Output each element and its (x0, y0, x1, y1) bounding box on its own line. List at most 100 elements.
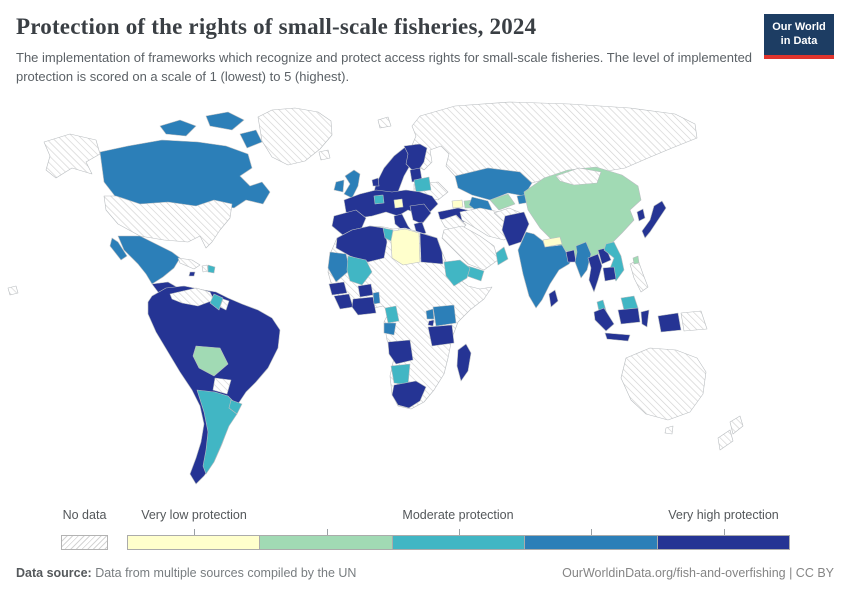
country-south-africa[interactable] (391, 380, 427, 409)
legend-label-very-high: Very high protection (668, 508, 779, 522)
country-ireland[interactable] (333, 179, 345, 193)
country-ethiopia[interactable] (443, 259, 471, 287)
country-oman[interactable] (495, 246, 509, 266)
country-denmark[interactable] (371, 177, 380, 187)
map-legend: No data Very low protection Moderate pro… (0, 508, 850, 554)
country-indonesia-java[interactable] (604, 332, 631, 342)
country-egypt[interactable] (419, 232, 444, 265)
country-iceland[interactable] (318, 149, 331, 161)
country-tasmania[interactable] (664, 425, 674, 435)
country-papua-new-guinea[interactable] (680, 310, 708, 332)
country-sri-lanka[interactable] (548, 289, 559, 308)
world-map (0, 100, 850, 502)
country-kazakhstan[interactable] (454, 167, 533, 201)
country-svalbard[interactable] (377, 116, 392, 129)
country-malaysia-borneo[interactable] (620, 295, 639, 311)
country-senegal[interactable] (328, 281, 348, 296)
country-uruguay[interactable] (228, 399, 243, 415)
country-libya[interactable] (390, 228, 421, 266)
country-burkina-faso[interactable] (357, 283, 374, 298)
country-new-zealand-south[interactable] (717, 429, 734, 451)
country-canada-arctic-island[interactable] (205, 111, 245, 131)
country-mexico[interactable] (117, 235, 181, 285)
country-canada-arctic-island[interactable] (239, 129, 263, 149)
legend-no-data-swatch[interactable] (61, 535, 108, 550)
footer-link[interactable]: OurWorldinData.org/fish-and-overfishing … (562, 566, 834, 580)
owid-logo[interactable]: Our World in Data (764, 14, 834, 59)
country-south-korea[interactable] (636, 208, 646, 222)
country-ivory-coast-ghana[interactable] (351, 296, 377, 316)
country-dominican-republic[interactable] (207, 264, 216, 274)
country-hawaii[interactable] (7, 285, 19, 296)
country-uzbekistan[interactable] (489, 193, 516, 211)
country-cambodia[interactable] (602, 266, 617, 282)
country-thailand[interactable] (587, 253, 603, 293)
country-bosnia[interactable] (393, 198, 404, 209)
country-venezuela[interactable] (169, 287, 215, 307)
country-belarus[interactable] (413, 176, 432, 193)
country-philippines[interactable] (629, 259, 649, 293)
country-guyana[interactable] (209, 293, 224, 311)
country-argentina[interactable] (196, 389, 238, 475)
country-rwanda[interactable] (427, 319, 435, 327)
country-cuba[interactable] (177, 257, 201, 270)
country-pakistan[interactable] (501, 211, 530, 247)
country-gabon[interactable] (383, 322, 397, 336)
page-title: Protection of the rights of small-scale … (16, 14, 537, 39)
legend-segment-3[interactable] (391, 535, 526, 550)
country-cameroon[interactable] (384, 305, 400, 324)
country-jamaica[interactable] (188, 271, 196, 277)
country-indonesia-sumatra[interactable] (593, 307, 615, 332)
country-greenland[interactable] (257, 107, 333, 166)
country-switzerland[interactable] (373, 194, 385, 205)
legend-label-very-low: Very low protection (141, 508, 247, 522)
country-indonesia-sulawesi[interactable] (640, 309, 650, 328)
country-benin[interactable] (372, 291, 381, 305)
country-alaska[interactable] (43, 133, 101, 179)
country-morocco-algeria[interactable] (335, 225, 388, 263)
country-indonesia-papua[interactable] (657, 312, 682, 333)
country-kenya[interactable] (432, 304, 457, 327)
legend-segment-1[interactable] (127, 535, 261, 550)
country-suriname[interactable] (219, 298, 230, 311)
country-canada-arctic-island[interactable] (159, 119, 197, 137)
country-mexico-baja[interactable] (109, 237, 128, 261)
country-uganda[interactable] (425, 308, 435, 320)
country-nepal[interactable] (542, 236, 563, 248)
country-bolivia[interactable] (192, 345, 229, 377)
region-balkans[interactable] (409, 203, 432, 225)
country-united-kingdom[interactable] (343, 169, 361, 199)
country-indonesia-borneo[interactable] (617, 307, 641, 325)
country-georgia[interactable] (451, 199, 464, 209)
country-taiwan[interactable] (632, 255, 640, 265)
country-new-zealand-north[interactable] (729, 415, 744, 435)
data-source-label: Data source: (16, 566, 92, 580)
country-laos[interactable] (597, 247, 612, 265)
country-russia[interactable] (409, 101, 698, 184)
country-myanmar[interactable] (574, 241, 592, 279)
country-mauritania[interactable] (327, 251, 351, 283)
country-namibia[interactable] (390, 363, 411, 386)
country-angola[interactable] (387, 339, 414, 365)
country-madagascar[interactable] (456, 343, 472, 382)
country-japan[interactable] (641, 200, 667, 239)
legend-segment-5[interactable] (656, 535, 791, 550)
legend-bar-area (0, 529, 850, 551)
legend-segment-2[interactable] (259, 535, 393, 550)
country-saudi-arabia[interactable] (441, 225, 499, 271)
owid-logo-line2: in Data (780, 34, 818, 47)
country-paraguay[interactable] (212, 377, 232, 395)
legend-segment-4[interactable] (524, 535, 658, 550)
country-haiti[interactable] (201, 264, 209, 273)
legend-tick (459, 529, 460, 535)
country-mali[interactable] (346, 255, 373, 286)
country-bangladesh[interactable] (565, 249, 577, 263)
country-vietnam[interactable] (603, 241, 625, 282)
legend-label-no-data: No data (62, 508, 107, 522)
country-united-states[interactable] (103, 195, 233, 249)
footer: Data source: Data from multiple sources … (16, 566, 834, 580)
country-tanzania[interactable] (427, 324, 455, 347)
country-australia[interactable] (620, 347, 707, 421)
country-mongolia[interactable] (555, 167, 602, 186)
